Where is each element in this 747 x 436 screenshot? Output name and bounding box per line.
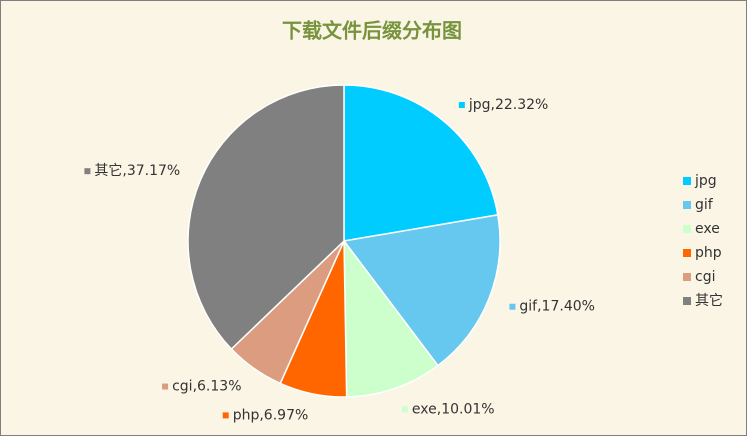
label-marker: [162, 383, 169, 390]
pie-slice: [343, 238, 439, 398]
legend-label: cgi: [695, 269, 715, 285]
legend-swatch: [683, 225, 691, 233]
pie-slice: [343, 84, 499, 242]
legend-swatch: [683, 177, 691, 185]
legend-swatch: [683, 249, 691, 257]
label-marker: [401, 406, 408, 413]
label-marker: [84, 168, 91, 175]
label-marker: [222, 412, 229, 419]
data-label: 其它,37.17%: [94, 162, 180, 179]
legend-label: php: [695, 245, 722, 261]
legend-label: exe: [695, 221, 720, 237]
data-label: cgi,6.13%: [172, 379, 241, 395]
data-label: jpg,22.32%: [468, 97, 548, 113]
pie-slice: [342, 213, 501, 367]
legend-swatch: [683, 201, 691, 209]
legend-swatch: [683, 297, 691, 305]
data-label: exe,10.01%: [412, 401, 495, 417]
pie-slice: [187, 84, 345, 351]
legend-label: 其它: [695, 292, 723, 309]
label-marker: [458, 101, 465, 108]
data-label: php,6.97%: [233, 407, 309, 423]
chart-title: 下载文件后缀分布图: [282, 19, 462, 43]
legend-swatch: [683, 273, 691, 281]
label-marker: [509, 303, 516, 310]
legend-label: gif: [695, 197, 714, 213]
data-label: gif,17.40%: [519, 299, 595, 315]
legend-label: jpg: [694, 173, 717, 189]
